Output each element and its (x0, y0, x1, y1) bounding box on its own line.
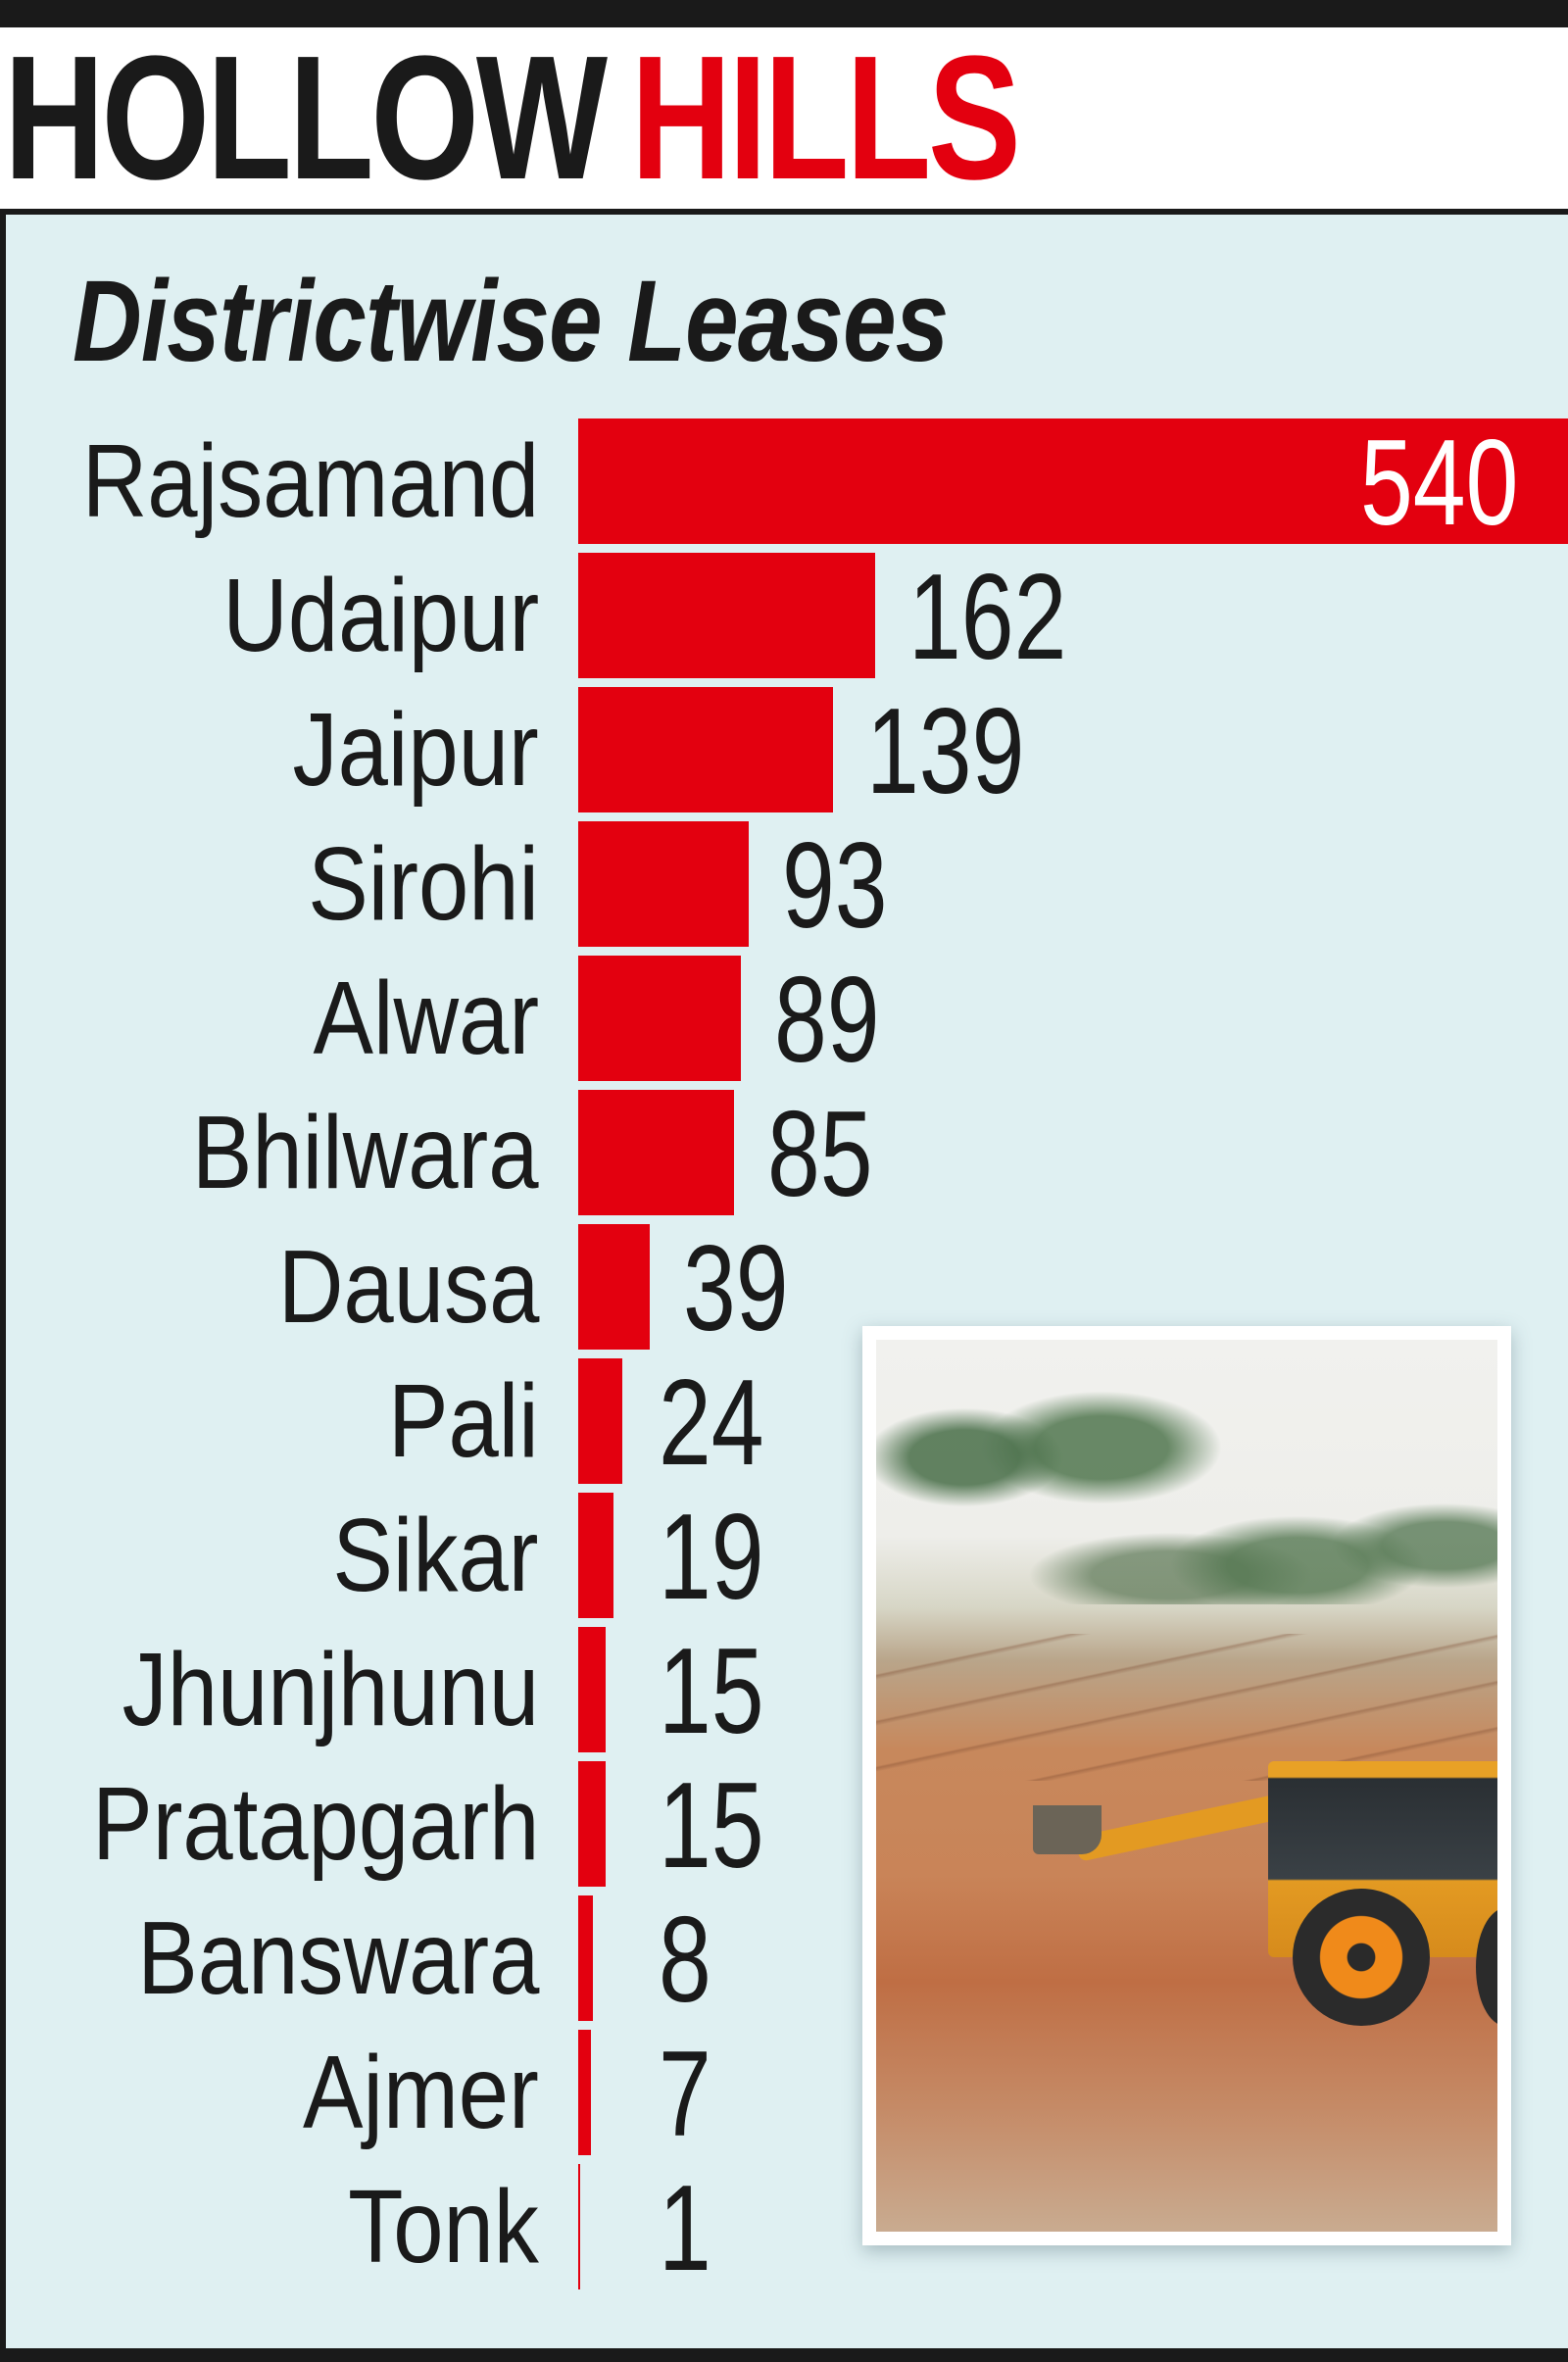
category-label: Alwar (313, 960, 539, 1076)
value-label: 89 (774, 953, 880, 1088)
bar (578, 1224, 650, 1350)
bar-row: Alwar 89 (0, 953, 1568, 1088)
bar (578, 1090, 734, 1215)
bar-row: Jaipur 139 (0, 684, 1568, 819)
category-label: Pali (388, 1363, 539, 1479)
chart-subtitle: Districtwise Leases (73, 257, 949, 386)
category-label: Udaipur (222, 558, 539, 673)
bar-row: Jhunjhunu 15 (0, 1624, 1568, 1759)
bar-row: Sikar 19 (0, 1490, 1568, 1625)
category-label: Bhilwara (192, 1095, 539, 1210)
category-label: Dausa (277, 1229, 539, 1345)
value-label: 19 (659, 1490, 764, 1625)
headline: HOLLOW HILLS (4, 30, 1021, 207)
wheel-illustration (1293, 1889, 1430, 2026)
bar (578, 1493, 613, 1618)
bar-row: Ajmer 7 (0, 2027, 1568, 2162)
bar-row: Bhilwara 85 (0, 1087, 1568, 1222)
value-label: 15 (659, 1624, 764, 1759)
headline-part-1: HOLLOW (4, 20, 608, 217)
category-label: Jaipur (292, 692, 539, 808)
category-label: Rajsamand (81, 423, 539, 539)
category-label: Jhunjhunu (122, 1632, 539, 1747)
bar (578, 2164, 580, 2289)
value-label: 7 (659, 2027, 711, 2162)
bar-row: Tonk 1 (0, 2161, 1568, 2296)
category-label: Tonk (348, 2169, 539, 2285)
category-label: Sikar (332, 1498, 539, 1613)
value-label: 1 (659, 2161, 711, 2296)
bar-row: Pratapgarh 15 (0, 1758, 1568, 1894)
bar (578, 1895, 593, 2021)
value-label: 93 (782, 818, 888, 954)
headline-part-2: HILLS (630, 20, 1021, 217)
trees-illustration (876, 1379, 1497, 1604)
bar (578, 687, 833, 812)
value-label: 15 (659, 1758, 764, 1894)
value-label: 24 (659, 1355, 764, 1491)
bar (578, 2030, 591, 2155)
bar-row: Rajsamand 540 (0, 416, 1568, 551)
rock-face-illustration (876, 1634, 1497, 1781)
bar-row: Pali 24 (0, 1355, 1568, 1491)
bar-row: Udaipur 162 (0, 550, 1568, 685)
bar-row: Banswara 8 (0, 1893, 1568, 2028)
photo-frame (862, 1326, 1511, 2245)
bar (578, 821, 749, 947)
bar (578, 1627, 606, 1752)
bar (578, 956, 741, 1081)
bar (578, 553, 875, 678)
value-label: 39 (683, 1221, 789, 1356)
bar (578, 418, 1568, 544)
value-label: 162 (908, 550, 1067, 685)
value-label: 540 (1360, 416, 1519, 551)
category-label: Banswara (136, 1900, 539, 2016)
backhoe-bucket-illustration (1033, 1805, 1102, 1854)
bar-row: Sirohi 93 (0, 818, 1568, 954)
rear-wheel-illustration (1476, 1908, 1497, 2026)
category-label: Sirohi (308, 826, 539, 942)
value-label: 8 (659, 1893, 711, 2028)
bar (578, 1761, 606, 1887)
value-label: 139 (866, 684, 1025, 819)
category-label: Pratapgarh (91, 1766, 539, 1882)
category-label: Ajmer (303, 2035, 539, 2150)
value-label: 85 (767, 1087, 873, 1222)
bar-row: Dausa 39 (0, 1221, 1568, 1356)
top-rule (0, 0, 1568, 27)
mining-photo (876, 1340, 1497, 2232)
bar (578, 1358, 622, 1484)
